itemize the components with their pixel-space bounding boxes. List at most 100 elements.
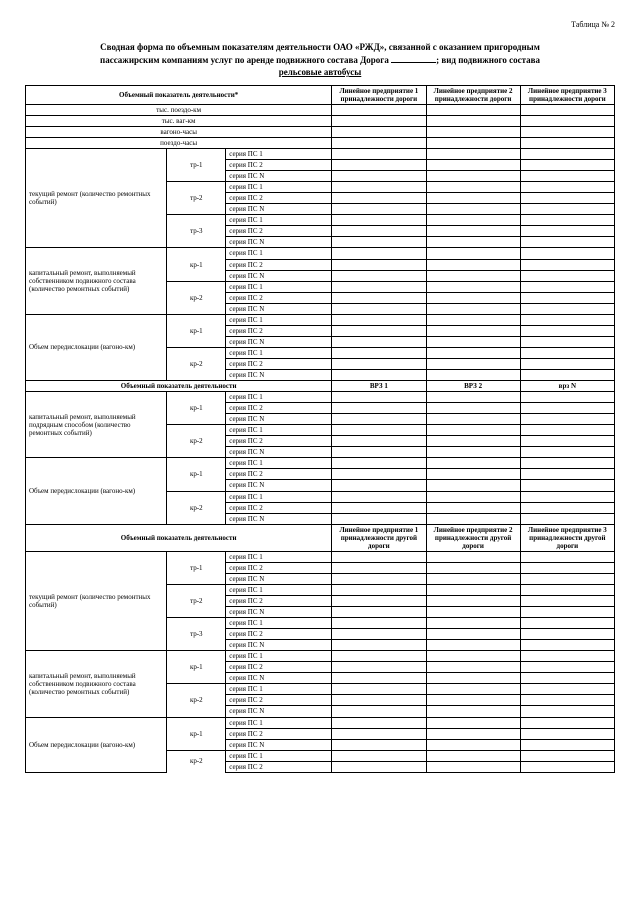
subgroup-label: тр-3	[167, 215, 226, 248]
series-label: серия ПС N	[226, 237, 332, 248]
subgroup-label: кр-1	[167, 248, 226, 281]
section-3-header: Объемный показатель деятельности	[26, 524, 332, 551]
series-label: серия ПС 1	[226, 551, 332, 562]
series-label: серия ПС 2	[226, 160, 332, 171]
series-label: серия ПС 1	[226, 458, 332, 469]
simple-row: тыс. ваг-км	[26, 115, 332, 126]
series-label: серия ПС N	[226, 370, 332, 381]
subgroup-label: кр-2	[167, 347, 226, 380]
series-label: серия ПС 1	[226, 215, 332, 226]
group-label: капитальный ремонт, выполняемый собствен…	[26, 248, 167, 314]
series-label: серия ПС 1	[226, 750, 332, 761]
group-label: Объем передислокации (вагоно-км)	[26, 717, 167, 772]
series-label: серия ПС 1	[226, 149, 332, 160]
header-enterprise-3: Линейное предприятие 3 принадлежности до…	[520, 85, 614, 104]
series-label: серия ПС N	[226, 414, 332, 425]
vrz-n: врз N	[520, 381, 614, 392]
simple-row: тыс. поездо-км	[26, 104, 332, 115]
series-label: серия ПС 2	[226, 292, 332, 303]
subgroup-label: тр-2	[167, 182, 226, 215]
series-label: серия ПС N	[226, 706, 332, 717]
series-label: серия ПС 2	[226, 469, 332, 480]
subgroup-label: кр-1	[167, 314, 226, 347]
title-line-1: Сводная форма по объемным показателям де…	[100, 42, 540, 52]
series-label: серия ПС 1	[226, 182, 332, 193]
series-label: серия ПС 2	[226, 325, 332, 336]
subgroup-label: кр-2	[167, 684, 226, 717]
series-label: серия ПС 2	[226, 358, 332, 369]
series-label: серия ПС 1	[226, 425, 332, 436]
series-label: серия ПС 1	[226, 314, 332, 325]
other-enterprise-1: Линейное предприятие 1 принадлежности др…	[332, 524, 426, 551]
group-label: капитальный ремонт, выполняемый подрядны…	[26, 392, 167, 458]
series-label: серия ПС N	[226, 673, 332, 684]
series-label: серия ПС 1	[226, 684, 332, 695]
subgroup-label: кр-1	[167, 651, 226, 684]
vrz-1: ВРЗ 1	[332, 381, 426, 392]
header-indicator: Объемный показатель деятельности*	[26, 85, 332, 104]
series-label: серия ПС N	[226, 447, 332, 458]
series-label: серия ПС 2	[226, 403, 332, 414]
series-label: серия ПС 2	[226, 629, 332, 640]
header-enterprise-2: Линейное предприятие 2 принадлежности до…	[426, 85, 520, 104]
series-label: серия ПС N	[226, 171, 332, 182]
series-label: серия ПС 1	[226, 392, 332, 403]
series-label: серия ПС N	[226, 640, 332, 651]
series-label: серия ПС N	[226, 204, 332, 215]
series-label: серия ПС 2	[226, 226, 332, 237]
series-label: серия ПС 2	[226, 695, 332, 706]
series-label: серия ПС 2	[226, 662, 332, 673]
series-label: серия ПС 2	[226, 761, 332, 772]
series-label: серия ПС 1	[226, 584, 332, 595]
group-label: текущий ремонт (количество ремонтных соб…	[26, 149, 167, 248]
series-label: серия ПС N	[226, 739, 332, 750]
title-line-2a: пассажирским компаниям услуг по аренде п…	[100, 55, 391, 65]
group-label: Объем передислокации (вагоно-км)	[26, 314, 167, 380]
series-label: серия ПС 1	[226, 248, 332, 259]
subgroup-label: кр-2	[167, 750, 226, 772]
subgroup-label: кр-1	[167, 717, 226, 750]
series-label: серия ПС 1	[226, 491, 332, 502]
title-line-3: рельсовые автобусы	[279, 67, 362, 77]
subgroup-label: кр-1	[167, 392, 226, 425]
header-enterprise-1: Линейное предприятие 1 принадлежности до…	[332, 85, 426, 104]
subgroup-label: тр-3	[167, 618, 226, 651]
simple-row: поездо-часы	[26, 138, 332, 149]
other-enterprise-2: Линейное предприятие 2 принадлежности др…	[426, 524, 520, 551]
series-label: серия ПС 2	[226, 193, 332, 204]
series-label: серия ПС N	[226, 607, 332, 618]
subgroup-label: кр-2	[167, 425, 226, 458]
subgroup-label: кр-1	[167, 458, 226, 491]
series-label: серия ПС 1	[226, 281, 332, 292]
series-label: серия ПС 2	[226, 562, 332, 573]
group-label: Объем передислокации (вагоно-км)	[26, 458, 167, 524]
series-label: серия ПС N	[226, 336, 332, 347]
subgroup-label: тр-1	[167, 149, 226, 182]
subgroup-label: тр-1	[167, 551, 226, 584]
main-table: Объемный показатель деятельности*Линейно…	[25, 85, 615, 773]
series-label: серия ПС N	[226, 303, 332, 314]
subgroup-label: кр-2	[167, 491, 226, 524]
series-label: серия ПС 1	[226, 717, 332, 728]
page-title: Сводная форма по объемным показателям де…	[25, 41, 615, 79]
series-label: серия ПС N	[226, 573, 332, 584]
simple-row: вагоно-часы	[26, 126, 332, 137]
blank-field	[391, 62, 436, 63]
subgroup-label: кр-2	[167, 281, 226, 314]
series-label: серия ПС 1	[226, 618, 332, 629]
vrz-2: ВРЗ 2	[426, 381, 520, 392]
series-label: серия ПС 1	[226, 651, 332, 662]
series-label: серия ПС 2	[226, 502, 332, 513]
section-2-header: Объемный показатель деятельности	[26, 381, 332, 392]
series-label: серия ПС 2	[226, 436, 332, 447]
subgroup-label: тр-2	[167, 584, 226, 617]
series-label: серия ПС 2	[226, 259, 332, 270]
table-caption: Таблица № 2	[25, 20, 615, 29]
series-label: серия ПС 1	[226, 347, 332, 358]
other-enterprise-3: Линейное предприятие 3 принадлежности др…	[520, 524, 614, 551]
title-line-2b: ; вид подвижного состава	[436, 55, 540, 65]
group-label: капитальный ремонт, выполняемый собствен…	[26, 651, 167, 717]
series-label: серия ПС N	[226, 513, 332, 524]
group-label: текущий ремонт (количество ремонтных соб…	[26, 551, 167, 650]
series-label: серия ПС N	[226, 270, 332, 281]
